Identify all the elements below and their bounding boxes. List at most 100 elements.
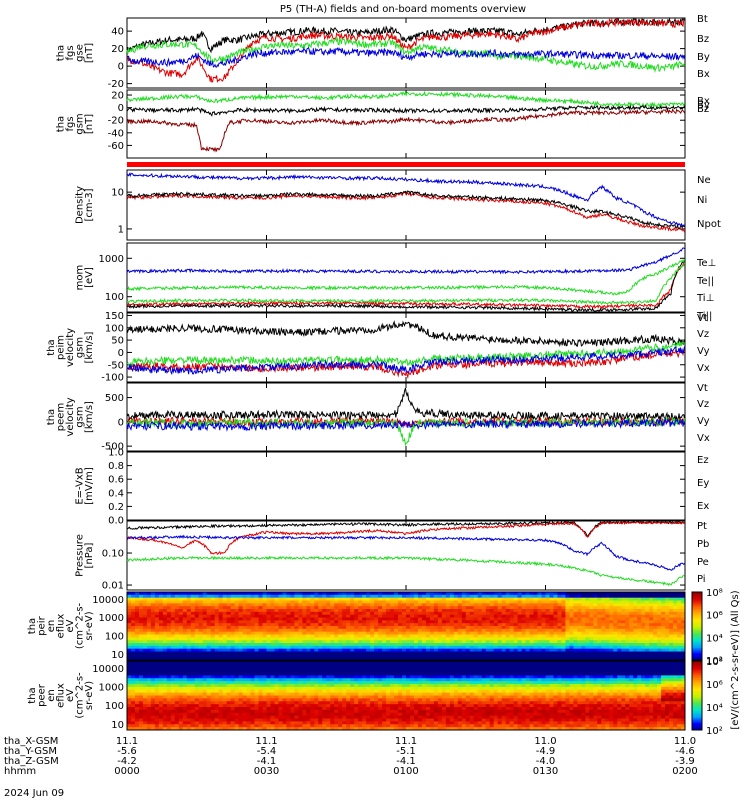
heat-cell — [354, 603, 358, 606]
heat-cell — [135, 620, 139, 623]
heat-cell — [274, 629, 278, 632]
heat-cell — [665, 603, 669, 606]
heat-cell — [270, 618, 274, 621]
heat-cell — [243, 704, 247, 707]
heat-cell — [167, 667, 171, 670]
heat-cell — [454, 606, 458, 609]
heat-cell — [139, 701, 143, 704]
heat-cell — [597, 618, 601, 621]
heat-cell — [649, 643, 653, 646]
heat-cell — [151, 678, 155, 681]
heat-cell — [386, 626, 390, 629]
heat-cell — [243, 646, 247, 649]
heat-cell — [322, 603, 326, 606]
heat-cell — [581, 652, 585, 655]
heat-cell — [665, 601, 669, 604]
heat-cell — [486, 635, 490, 638]
heat-cell — [482, 646, 486, 649]
heat-cell — [542, 609, 546, 612]
heat-cell — [195, 649, 199, 652]
heat-cell — [390, 601, 394, 604]
heat-cell — [191, 675, 195, 678]
heat-cell — [159, 710, 163, 713]
heat-cell — [665, 620, 669, 623]
heat-cell — [306, 681, 310, 684]
heat-cell — [677, 632, 681, 635]
heat-cell — [267, 640, 271, 643]
heat-cell — [191, 649, 195, 652]
heat-cell — [131, 637, 135, 640]
heat-cell — [270, 701, 274, 704]
heat-cell — [274, 620, 278, 623]
heat-cell — [546, 618, 550, 621]
heat-cell — [251, 690, 255, 693]
heat-cell — [641, 612, 645, 615]
heat-cell — [286, 684, 290, 687]
heat-cell — [418, 618, 422, 621]
heat-cell — [175, 637, 179, 640]
heat-cell — [406, 606, 410, 609]
heat-cell — [386, 643, 390, 646]
heat-cell — [398, 640, 402, 643]
heat-cell — [163, 667, 167, 670]
heat-cell — [159, 632, 163, 635]
heat-cell — [450, 632, 454, 635]
heat-cell — [422, 620, 426, 623]
heat-cell — [637, 609, 641, 612]
heat-cell — [418, 649, 422, 652]
heat-cell — [247, 690, 251, 693]
heat-cell — [195, 595, 199, 598]
heat-cell — [665, 615, 669, 618]
heat-cell — [231, 646, 235, 649]
heat-cell — [450, 652, 454, 655]
heat-cell — [553, 623, 557, 626]
heat-cell — [306, 690, 310, 693]
heat-cell — [175, 603, 179, 606]
heat-cell — [474, 618, 478, 621]
heat-cell — [270, 704, 274, 707]
heat-cell — [223, 601, 227, 604]
heat-cell — [330, 595, 334, 598]
heat-cell — [282, 696, 286, 699]
heat-cell — [167, 675, 171, 678]
heat-cell — [131, 623, 135, 626]
heat-cell — [450, 615, 454, 618]
heat-cell — [171, 646, 175, 649]
heat-cell — [131, 678, 135, 681]
heat-cell — [191, 618, 195, 621]
heat-cell — [334, 690, 338, 693]
ytick-label: -60 — [108, 141, 124, 152]
heat-cell — [131, 698, 135, 701]
heat-cell — [629, 606, 633, 609]
heat-cell — [342, 618, 346, 621]
heat-cell — [171, 629, 175, 632]
heat-cell — [669, 643, 673, 646]
heat-cell — [215, 640, 219, 643]
heat-cell — [581, 623, 585, 626]
heat-cell — [390, 629, 394, 632]
heat-cell — [406, 646, 410, 649]
heat-cell — [334, 635, 338, 638]
heat-cell — [354, 649, 358, 652]
heat-cell — [617, 609, 621, 612]
heat-cell — [235, 664, 239, 667]
heat-cell — [131, 667, 135, 670]
heat-cell — [326, 615, 330, 618]
heat-cell — [418, 637, 422, 640]
heat-cell — [414, 620, 418, 623]
heat-cell — [637, 632, 641, 635]
heat-cell — [358, 598, 362, 601]
heat-cell — [526, 632, 530, 635]
heat-cell — [223, 603, 227, 606]
heat-cell — [195, 620, 199, 623]
heat-cell — [251, 707, 255, 710]
heat-cell — [318, 649, 322, 652]
heat-cell — [199, 664, 203, 667]
heat-cell — [167, 635, 171, 638]
heat-cell — [358, 640, 362, 643]
heat-cell — [382, 646, 386, 649]
heat-cell — [474, 635, 478, 638]
heat-cell — [203, 670, 207, 673]
heat-cell — [278, 643, 282, 646]
heat-cell — [458, 601, 462, 604]
